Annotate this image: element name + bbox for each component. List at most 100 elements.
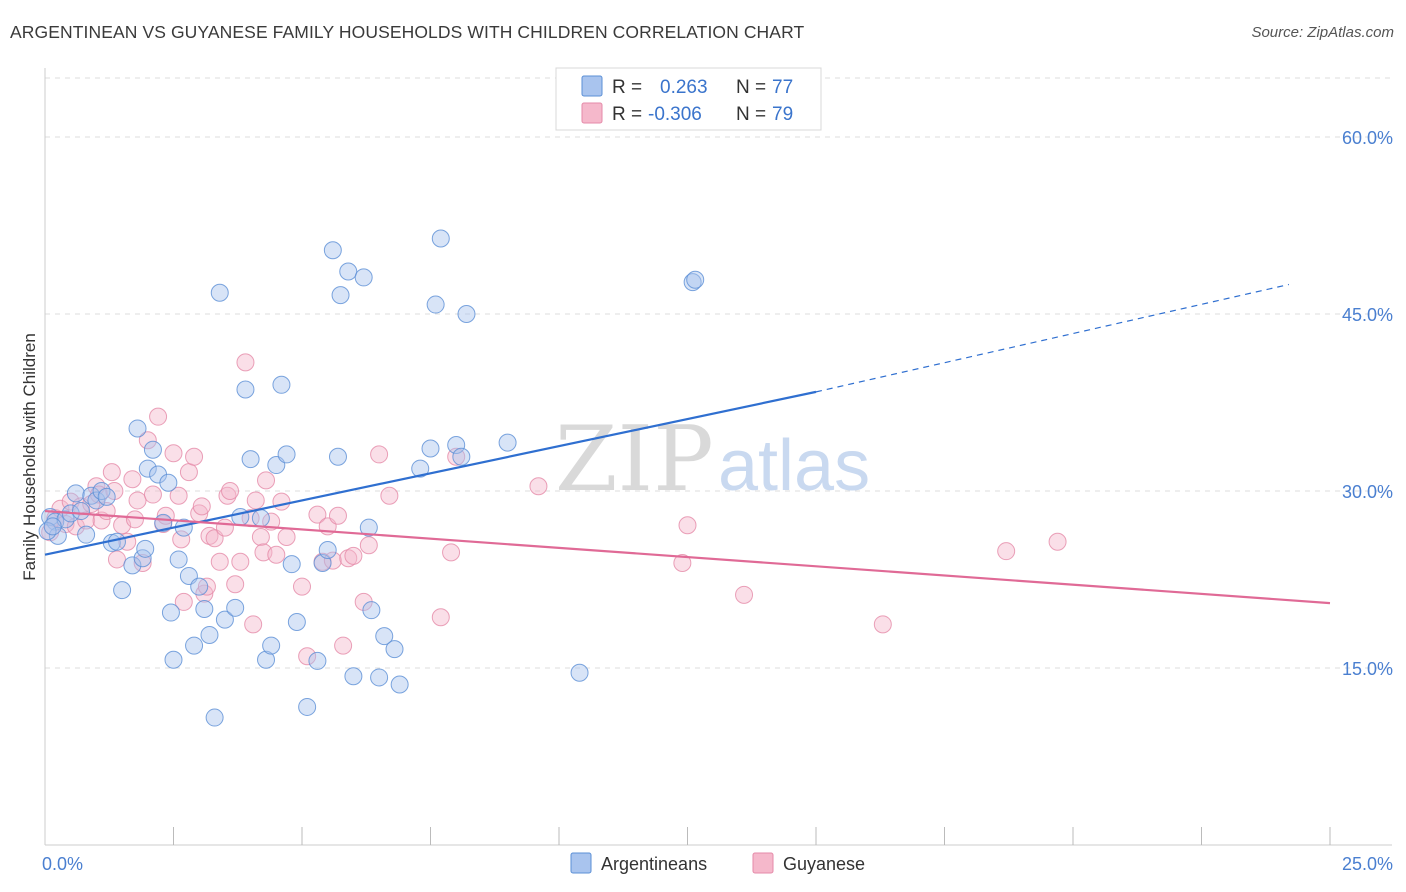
argentineans-point-15 (123, 556, 142, 575)
argentineans-point-70 (457, 305, 476, 323)
argentineans-point-67 (431, 229, 450, 248)
guyanese-point-18 (123, 470, 142, 489)
argentineans-point-33 (205, 708, 224, 727)
argentineans-point-58 (359, 518, 378, 537)
trend-lines (44, 283, 1331, 605)
guyanese-point-58 (308, 505, 327, 524)
guyanese-point-20 (128, 491, 147, 510)
argentineans-point-53 (328, 447, 347, 466)
argentineans-point-41 (257, 650, 276, 669)
source-credit: Source: ZipAtlas.com (1251, 24, 1394, 41)
legend-swatch-blue (581, 75, 603, 97)
guyanese-point-42 (221, 482, 240, 500)
guyanese-point-56 (293, 577, 311, 596)
guyanese-point-62 (328, 506, 347, 525)
guyanese-point-53 (267, 545, 286, 564)
guyanese-point-36 (197, 577, 216, 596)
guyanese-point-24 (149, 407, 168, 426)
argentineans-point-73 (683, 273, 702, 292)
correlation-legend: R = 0.263 N = 77 R = -0.306 N = 79 (555, 67, 822, 131)
watermark-zip: ZIP (555, 407, 714, 512)
legend-item-guyanese-swatch (752, 852, 774, 874)
guyanese-point-39 (210, 552, 229, 571)
guyanese-point-75 (678, 516, 697, 535)
argentineans-point-60 (370, 668, 389, 687)
argentineans-point-11 (97, 487, 116, 506)
argentineans-point-65 (421, 439, 440, 458)
y-tick-label-3: 60.0% (1342, 128, 1393, 148)
guyanese-point-40 (215, 518, 234, 537)
argentineans-point-75 (38, 522, 57, 541)
argentineans-point-63 (390, 675, 409, 694)
x-tick-label-1: 25.0% (1342, 854, 1393, 874)
guyanese-point-45 (236, 353, 255, 372)
guyanese-point-28 (169, 486, 188, 505)
guyanese-point-77 (873, 615, 892, 634)
guyanese-point-63 (334, 636, 353, 655)
argentineans-point-49 (308, 651, 327, 670)
guyanese-point-54 (272, 492, 291, 511)
legend-r-label-1: R = (612, 77, 642, 98)
y-tick-label-2: 45.0% (1342, 305, 1393, 325)
tick-labels: 15.0% 30.0% 45.0% 60.0% 0.0% 25.0% (42, 128, 1393, 874)
argentineans-point-71 (498, 433, 517, 452)
argentineans-point-36 (226, 598, 245, 617)
guyanese-point-29 (172, 530, 191, 549)
legend-item-argentineans-swatch (570, 852, 592, 874)
argentineans-point-26 (169, 550, 188, 569)
argentineans-point-23 (159, 473, 178, 492)
argentineans-point-52 (323, 241, 342, 260)
argentineans-point-54 (331, 286, 350, 305)
argentineans-point-5 (66, 484, 85, 503)
guyanese-point-47 (244, 615, 263, 634)
y-tick-label-0: 15.0% (1342, 659, 1393, 679)
legend-item-argentineans: Argentineans (601, 854, 707, 874)
guyanese-trend-line (44, 509, 1331, 605)
argentineans-point-45 (277, 445, 296, 464)
argentineans-point-6 (71, 502, 90, 521)
legend-item-guyanese: Guyanese (783, 854, 865, 874)
guyanese-point-30 (174, 592, 193, 611)
guyanese-point-70 (431, 608, 450, 627)
guyanese-point-27 (164, 444, 183, 463)
argentineans-point-7 (77, 525, 96, 544)
legend-n-value-1: 77 (772, 77, 793, 98)
legend-n-label-1: N = (736, 77, 766, 98)
y-tick-label-1: 30.0% (1342, 482, 1393, 502)
legend-n-value-2: 79 (772, 104, 793, 125)
gridlines (45, 77, 1392, 669)
argentineans-point-19 (138, 459, 157, 478)
guyanese-point-44 (231, 552, 250, 571)
watermark-atlas: atlas (718, 426, 870, 506)
series-legend: Argentineans Guyanese (570, 852, 865, 874)
argentineans-point-32 (200, 625, 219, 644)
x-tick-label-0: 0.0% (42, 854, 83, 874)
guyanese-point-73 (529, 477, 548, 496)
guyanese-point-43 (226, 575, 245, 594)
guyanese-point-69 (380, 486, 399, 505)
guyanese-point-78 (997, 542, 1016, 561)
guyanese-point-31 (179, 463, 198, 482)
argentineans-point-2 (48, 526, 67, 545)
legend-r-label-2: R = (612, 104, 642, 125)
guyanese-point-7 (77, 511, 96, 530)
guyanese-point-34 (192, 497, 211, 516)
argentineans-point-31 (195, 600, 214, 618)
guyanese-point-32 (185, 447, 204, 466)
argentineans-point-48 (298, 697, 317, 716)
argentineans-point-69 (452, 447, 471, 466)
argentineans-points (38, 229, 705, 727)
guyanese-point-15 (107, 550, 126, 569)
guyanese-point-49 (251, 528, 270, 547)
argentineans-point-9 (87, 491, 106, 510)
argentineans-point-24 (161, 603, 180, 622)
axes (44, 68, 1392, 846)
argentineans-trend-line (44, 390, 817, 556)
argentineans-point-40 (251, 509, 270, 528)
guyanese-point-51 (257, 471, 276, 490)
watermark: ZIP atlas (555, 407, 870, 512)
guyanese-point-68 (370, 445, 389, 464)
guyanese-point-13 (102, 463, 121, 482)
argentineans-point-44 (272, 375, 291, 394)
